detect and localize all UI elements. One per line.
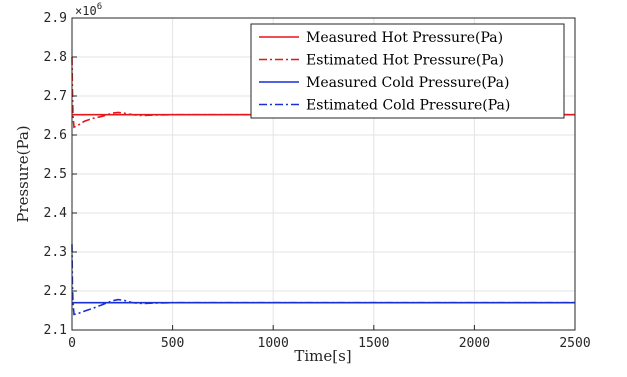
y-tick-label: 2.9 <box>44 11 67 26</box>
tick-labels: 0 500 1000 1500 2000 2500 2.1 2.2 2.3 2.4 2.5 2.6 2.… <box>44 11 591 351</box>
legend-label-3: Measured Cold Pressure(Pa) <box>306 75 509 91</box>
y-exponent-power: 6 <box>97 2 102 12</box>
legend-box <box>250 23 565 119</box>
y-exponent-base: ×10 <box>75 4 97 18</box>
y-tick-label: 2.2 <box>44 284 67 299</box>
y-tick-label: 2.3 <box>44 245 67 260</box>
legend-label-2: Estimated Hot Pressure(Pa) <box>306 53 504 69</box>
x-tick-label: 2500 <box>559 336 590 351</box>
x-tick-label: 0 <box>68 336 76 351</box>
x-tick-label: 1500 <box>358 336 389 351</box>
legend-label-1: Measured Hot Pressure(Pa) <box>306 30 503 46</box>
y-tick-label: 2.5 <box>44 167 67 182</box>
x-tick-label: 500 <box>161 336 184 351</box>
y-tick-label: 2.7 <box>44 89 67 104</box>
y-exponent: ×106 <box>75 2 102 18</box>
legend: Measured Hot Pressure(Pa) Estimated Hot P… <box>250 23 565 119</box>
legend-label-4: Estimated Cold Pressure(Pa) <box>306 98 510 114</box>
y-tick-label: 2.1 <box>44 323 67 338</box>
y-tick-label: 2.8 <box>44 50 67 65</box>
series-line-4 <box>71 244 575 316</box>
y-tick-label: 2.4 <box>44 206 68 221</box>
x-tick-label: 1000 <box>258 336 289 351</box>
x-axis-label: Time[s] <box>294 347 351 365</box>
x-tick-label: 2000 <box>459 336 490 351</box>
y-tick-label: 2.6 <box>44 128 67 143</box>
y-axis-label: Pressure(Pa) <box>14 125 32 222</box>
